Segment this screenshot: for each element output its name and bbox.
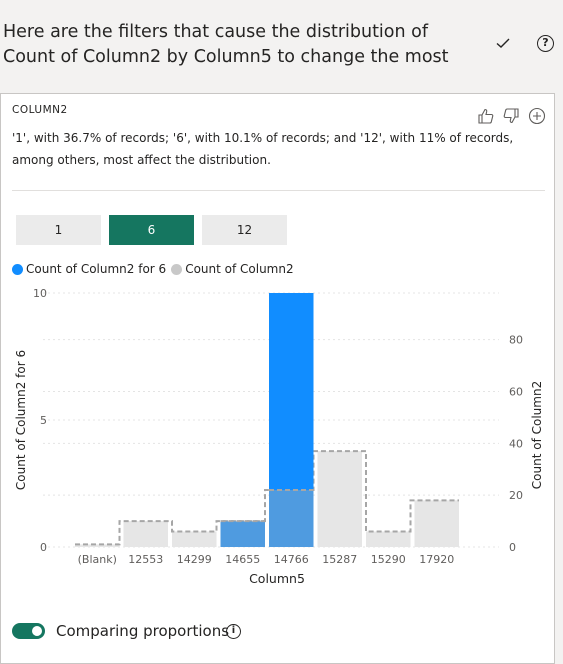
legend-item-secondary: Count of Column2 — [171, 262, 294, 276]
y2-tick-label: 60 — [509, 385, 523, 398]
legend-item-primary: Count of Column2 for 6 — [12, 262, 166, 276]
legend-dot-icon — [171, 263, 183, 275]
x-tick-label: 14655 — [225, 553, 260, 566]
info-icon[interactable]: i — [226, 624, 241, 639]
bar-overlap-14655 — [220, 521, 265, 547]
bar-secondary-(Blank) — [75, 544, 120, 547]
y2-tick-label: 80 — [509, 334, 523, 347]
chart-legend: Count of Column2 for 6 Count of Column2 — [12, 261, 299, 277]
bar-secondary-14299 — [172, 531, 217, 547]
legend-label-secondary: Count of Column2 — [185, 262, 294, 276]
y2-tick-label: 20 — [509, 489, 523, 502]
y-axis-title: Count of Column2 for 6 — [14, 350, 28, 490]
help-icon[interactable]: ? — [537, 35, 554, 52]
x-tick-label: 12553 — [128, 553, 163, 566]
legend-dot-icon — [12, 263, 23, 275]
y2-tick-label: 40 — [509, 437, 523, 450]
x-tick-label: (Blank) — [78, 553, 117, 566]
x-tick-label: 17920 — [419, 553, 454, 566]
card-description: '1', with 36.7% of records; '6', with 10… — [12, 131, 514, 167]
plus-circle-icon[interactable] — [528, 107, 546, 125]
y-tick-label: 5 — [40, 414, 47, 427]
card-heading: COLUMN2 — [12, 104, 68, 116]
comparing-proportions-toggle[interactable] — [12, 623, 45, 639]
x-tick-label: 14299 — [177, 553, 212, 566]
x-axis-title: Column5 — [249, 571, 305, 586]
insight-card: COLUMN2 '1', with 36.7% of records; '6',… — [0, 93, 555, 664]
header: Here are the filters that cause the dist… — [0, 0, 563, 92]
y2-axis-title: Count of Column2 — [530, 381, 544, 489]
thumbs-up-icon[interactable] — [477, 107, 495, 125]
x-tick-label: 14766 — [274, 553, 309, 566]
y2-tick-label: 0 — [509, 541, 516, 554]
bar-secondary-15287 — [317, 451, 362, 547]
y-tick-label: 0 — [40, 541, 47, 554]
toggle-label: Comparing proportions — [56, 622, 230, 640]
checkmark-icon[interactable] — [494, 34, 512, 52]
bar-overlap-14766 — [269, 489, 314, 547]
bar-secondary-15290 — [366, 531, 411, 547]
x-tick-label: 15287 — [322, 553, 357, 566]
page-title: Here are the filters that cause the dist… — [3, 22, 449, 67]
divider — [12, 190, 545, 191]
filter-button-12[interactable]: 12 — [202, 215, 287, 245]
distribution-chart: 0 5 10 0 20 40 60 80 (Blank) 12553 14299 14655 14766… — [14, 287, 544, 586]
filter-button-6[interactable]: 6 — [109, 215, 194, 245]
x-tick-label: 15290 — [371, 553, 406, 566]
bar-secondary-17920 — [414, 500, 459, 547]
filter-button-1[interactable]: 1 — [16, 215, 101, 245]
legend-label-primary: Count of Column2 for 6 — [26, 262, 167, 276]
secondary-outline — [75, 450, 459, 546]
toggle-knob — [32, 626, 42, 636]
bar-secondary-12553 — [123, 521, 168, 547]
y-tick-label: 10 — [33, 287, 47, 300]
thumbs-down-icon[interactable] — [502, 107, 520, 125]
